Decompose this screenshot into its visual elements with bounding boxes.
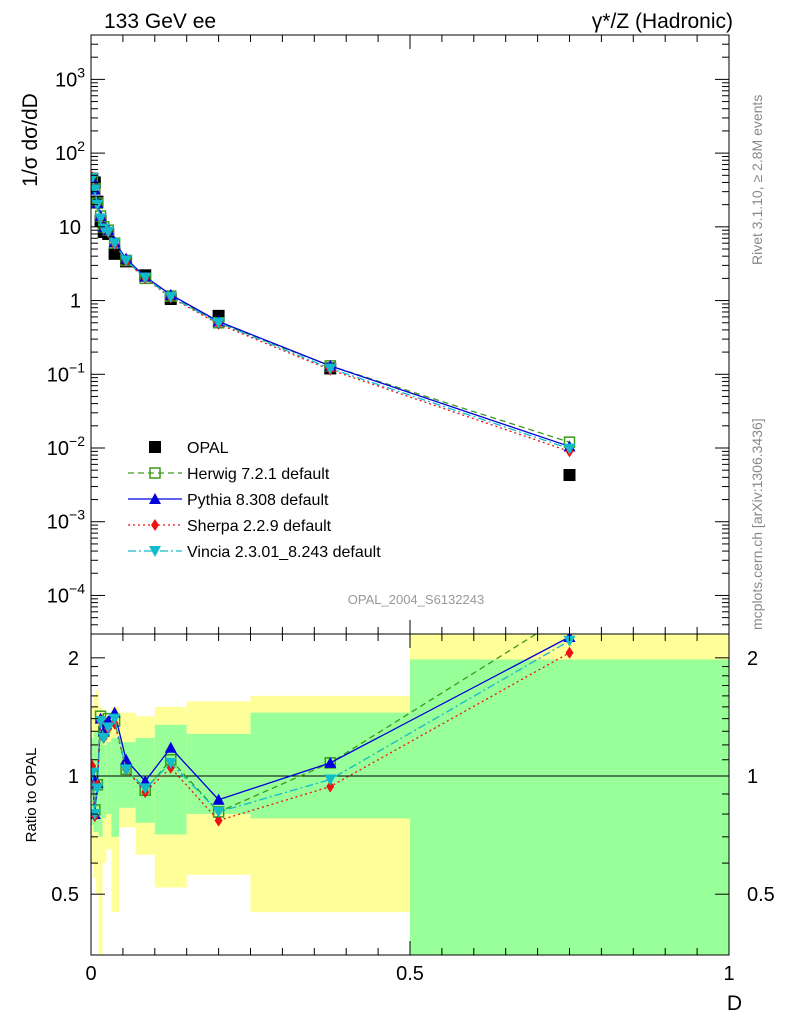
main-y-tick-label: 10−2 (47, 433, 85, 460)
main-point-vincia (94, 213, 107, 225)
legend-label-vincia: Vincia 2.3.01_8.243 default (187, 544, 381, 561)
ratio-ylabel: Ratio to OPAL (23, 748, 40, 843)
main-point-vincia (139, 272, 152, 284)
main-y-tick-label: 102 (55, 138, 85, 165)
ratio-point-vincia (102, 722, 115, 734)
main-y-tick-label: 10−3 (47, 507, 85, 534)
ratio-point-vincia (91, 783, 104, 795)
main-y-tick-label: 10−1 (47, 359, 85, 386)
ratio-point-vincia (120, 764, 133, 776)
x-axis-label: D (727, 992, 742, 1015)
main-point-vincia (102, 226, 115, 238)
main-point-vincia (164, 291, 177, 303)
legend-label-data: OPAL (187, 440, 229, 457)
ratio-point-pythia (212, 793, 225, 805)
main-point-vincia (91, 184, 101, 196)
ratio-point-vincia (324, 774, 337, 786)
main-line-pythia (91, 178, 570, 448)
main-point-vincia (563, 443, 576, 455)
ratio-point-vincia (108, 713, 121, 725)
ratio-band-inner (154, 724, 187, 835)
main-y-tick-label: 1 (70, 291, 81, 313)
legend-label-sherpa: Sherpa 2.2.9 default (187, 518, 332, 535)
ratio-y-tick-label-left: 2 (68, 648, 79, 670)
ratio-y-tick-label-right: 1 (747, 766, 758, 788)
main-point-data (563, 469, 576, 482)
ratio-y-tick-label-left: 0.5 (51, 884, 79, 906)
x-tick-label: 0.5 (396, 963, 424, 985)
legend: OPAL Herwig 7.2.1 default Pythia 8.308 def… (128, 440, 381, 561)
rivet-label: Rivet 3.1.10, ≥ 2.8M events (749, 95, 765, 265)
main-point-data (108, 247, 121, 260)
watermark-label: OPAL_2004_S6132243 (348, 592, 484, 607)
ratio-point-pythia (324, 756, 337, 768)
legend-label-herwig: Herwig 7.2.1 default (187, 466, 330, 483)
main-y-tick-label: 10−4 (47, 580, 85, 607)
legend-marker-herwig (149, 467, 161, 479)
main-point-vincia (324, 363, 337, 375)
ratio-panel-series (91, 608, 729, 827)
ratio-uncertainty-bands (91, 634, 729, 955)
ratio-point-sherpa (565, 646, 574, 659)
ratio-point-vincia (164, 757, 177, 769)
x-tick-label: 0 (85, 963, 96, 985)
main-line-vincia (91, 177, 570, 450)
main-line-herwig (91, 178, 570, 443)
ratio-point-vincia (212, 806, 225, 818)
ratio-point-vincia (563, 635, 576, 647)
main-y-tick-label: 103 (55, 64, 85, 91)
main-point-vincia (212, 317, 225, 329)
main-y-tick-label: 10 (59, 217, 81, 239)
ratio-y-tick-label-left: 1 (68, 766, 79, 788)
main-point-vincia (108, 238, 121, 250)
main-panel-series (91, 171, 576, 482)
ratio-point-vincia (139, 783, 152, 795)
legend-marker-sherpa (151, 519, 159, 531)
ratio-band-inner (102, 744, 107, 819)
ratio-band-inner (410, 659, 729, 955)
ratio-point-sherpa (326, 780, 335, 793)
ratio-band-inner (106, 742, 112, 815)
ratio-point-herwig (565, 608, 575, 618)
main-ylabel: 1/σ dσ/dD (19, 93, 42, 187)
header-right-label: γ*/Z (Hadronic) (592, 10, 733, 33)
main-point-vincia (120, 255, 133, 267)
ratio-point-pythia (164, 741, 177, 753)
legend-label-pythia: Pythia 8.308 default (187, 492, 329, 509)
ratio-point-vincia (97, 732, 110, 744)
x-tick-label: 1 (723, 963, 734, 985)
header-left-label: 133 GeV ee (104, 10, 216, 33)
ratio-point-pythia (120, 753, 133, 765)
ratio-y-tick-label-right: 2 (747, 648, 758, 670)
ratio-point-sherpa (214, 814, 223, 827)
legend-marker-pythia (149, 493, 161, 504)
ratio-band-inner (111, 737, 120, 837)
legend-marker-data (149, 441, 161, 453)
axes: 10−4 10−3 10−2 10−1 1 10 102 103 0 0.5 1 0.5 0.5 1 1 2 2 (47, 34, 775, 985)
legend-marker-vincia (149, 546, 161, 557)
ratio-y-tick-label-right: 0.5 (747, 884, 775, 906)
main-line-sherpa (91, 177, 570, 452)
mcplots-label: mcplots.cern.ch [arXiv:1306.3436] (749, 418, 765, 630)
